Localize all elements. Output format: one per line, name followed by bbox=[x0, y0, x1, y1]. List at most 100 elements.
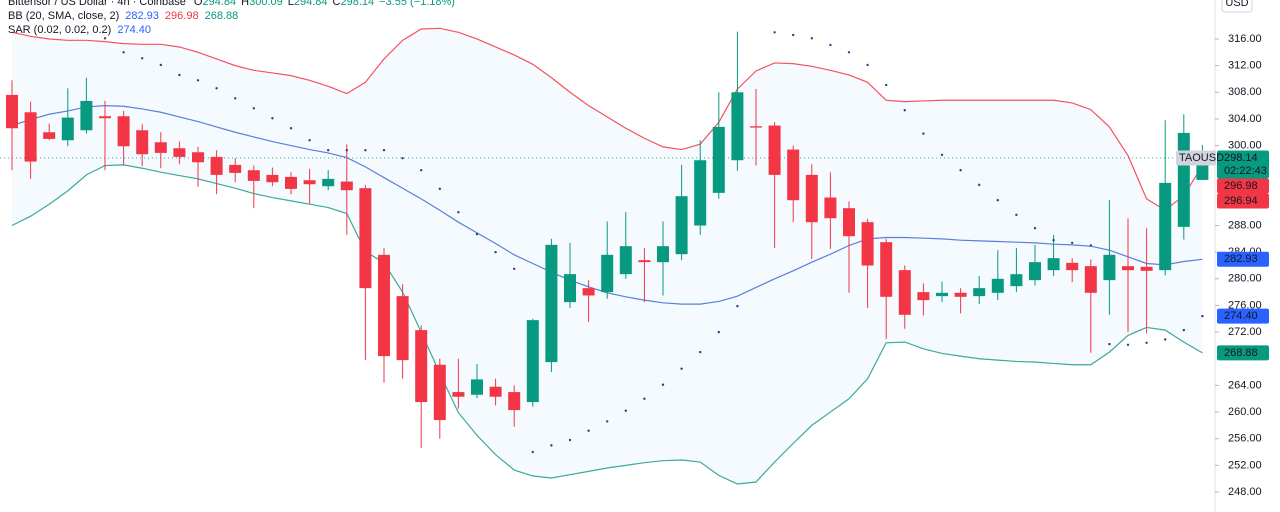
sar-dot bbox=[382, 149, 386, 152]
candle-body bbox=[61, 117, 74, 141]
ohlc-value: 298.14 bbox=[340, 0, 374, 8]
sar-dot bbox=[531, 450, 534, 454]
indicator-name: BB (20, SMA, close, 2) bbox=[8, 10, 119, 22]
candle-body bbox=[1084, 266, 1097, 293]
candle-body bbox=[6, 94, 18, 129]
price-axis: 248.00 252.00 256.00 260.00 264.00 272.00 276.… bbox=[1176, 33, 1269, 498]
bollinger-line bbox=[11, 27, 1203, 211]
indicator-name: SAR (0.02, 0.02, 0.2) bbox=[8, 24, 111, 36]
indicator-legend: SAR (0.02, 0.02, 0.2) 274.40 bbox=[8, 24, 151, 36]
sar-dot bbox=[810, 37, 813, 40]
sar-dot bbox=[680, 367, 683, 370]
currency-box[interactable] bbox=[1221, 0, 1253, 13]
candle-body bbox=[285, 176, 297, 189]
sar-dot bbox=[513, 267, 516, 271]
candle-body bbox=[80, 100, 93, 131]
candle-body bbox=[1140, 266, 1153, 271]
ohlc-label: C bbox=[333, 0, 341, 8]
sar-dot bbox=[587, 429, 590, 432]
candle-body bbox=[154, 142, 167, 153]
sar-dot bbox=[624, 409, 627, 412]
candle-body bbox=[601, 254, 614, 293]
sar-dot bbox=[978, 183, 981, 187]
sar-dot bbox=[215, 87, 218, 90]
sar-dot bbox=[903, 109, 906, 112]
candle-body bbox=[787, 149, 800, 201]
price-tag bbox=[1217, 251, 1269, 267]
candle-body bbox=[1122, 266, 1134, 271]
candle-body bbox=[694, 160, 707, 226]
candle-body bbox=[768, 125, 781, 175]
price-tag bbox=[1217, 150, 1269, 179]
candle-body bbox=[675, 196, 688, 255]
ohlc-label: O bbox=[194, 0, 203, 8]
candle-body bbox=[322, 178, 335, 187]
ohlc-label: L bbox=[288, 0, 294, 8]
y-tick-label: 260.00 bbox=[1228, 406, 1262, 418]
candle-body bbox=[712, 126, 725, 193]
symbol-title: Bittensor / US Dollar · 4h · Coinbase bbox=[8, 0, 186, 8]
price-tag-label: 298.14 bbox=[1224, 152, 1258, 164]
candle-body bbox=[545, 244, 558, 363]
sar-dot bbox=[196, 79, 200, 82]
candle-body bbox=[340, 181, 353, 191]
sar-dot bbox=[1201, 314, 1204, 318]
y-tick-label: 300.00 bbox=[1228, 139, 1262, 151]
y-tick-label: 308.00 bbox=[1228, 86, 1262, 98]
candle-body bbox=[396, 296, 409, 361]
candle-body bbox=[898, 270, 911, 315]
sar-dot bbox=[234, 97, 237, 100]
y-tick-label: 272.00 bbox=[1228, 326, 1262, 338]
sar-dot bbox=[494, 250, 497, 254]
candle-body bbox=[1159, 182, 1172, 271]
sar-dot bbox=[401, 157, 404, 160]
sar-dot bbox=[866, 63, 869, 67]
candle-body bbox=[303, 180, 316, 185]
sar-dot bbox=[1052, 238, 1055, 242]
candle-body bbox=[526, 320, 539, 403]
candle-body bbox=[210, 156, 223, 175]
candle-body bbox=[936, 292, 948, 297]
sar-dot bbox=[475, 232, 479, 236]
candle-body bbox=[136, 130, 149, 155]
sar-dot bbox=[847, 51, 851, 54]
candle-body bbox=[24, 112, 37, 162]
indicator-legend: BB (20, SMA, close, 2) 282.93 296.98 268.88 bbox=[8, 10, 238, 22]
sar-dot bbox=[122, 51, 125, 54]
sar-dot bbox=[438, 187, 441, 191]
candle-body bbox=[489, 386, 502, 397]
candle-body bbox=[824, 197, 837, 219]
candle-body bbox=[917, 292, 930, 301]
countdown: 02:22:43 bbox=[1224, 165, 1267, 177]
sar-dot bbox=[1089, 244, 1093, 247]
candle-body bbox=[861, 222, 874, 266]
sar-dot bbox=[792, 33, 795, 37]
sar-dot bbox=[1071, 241, 1074, 245]
sar-dot bbox=[736, 304, 739, 308]
candle-body bbox=[359, 188, 372, 289]
candle-body bbox=[192, 152, 204, 163]
y-tick-label: 252.00 bbox=[1228, 459, 1262, 471]
sar-dot bbox=[252, 107, 255, 110]
y-tick-label: 276.00 bbox=[1228, 299, 1262, 311]
sar-dot bbox=[327, 149, 330, 152]
y-tick-label: 280.00 bbox=[1228, 273, 1262, 285]
price-tag bbox=[1217, 178, 1269, 194]
currency: USD bbox=[1225, 0, 1248, 9]
candle-body bbox=[173, 148, 186, 157]
sar-dot bbox=[922, 132, 925, 135]
candle-body bbox=[266, 174, 279, 183]
candle-body bbox=[1103, 254, 1116, 281]
ohlc-value: 294.84 bbox=[294, 0, 328, 8]
sar-dot bbox=[1182, 328, 1186, 332]
sar-dot bbox=[1108, 342, 1111, 346]
sar-dot bbox=[643, 397, 646, 400]
candle-body bbox=[247, 170, 260, 181]
sar-dot bbox=[550, 444, 553, 447]
sar-dot bbox=[885, 83, 888, 87]
candle-body bbox=[1029, 262, 1041, 281]
sar-dot bbox=[308, 139, 311, 142]
